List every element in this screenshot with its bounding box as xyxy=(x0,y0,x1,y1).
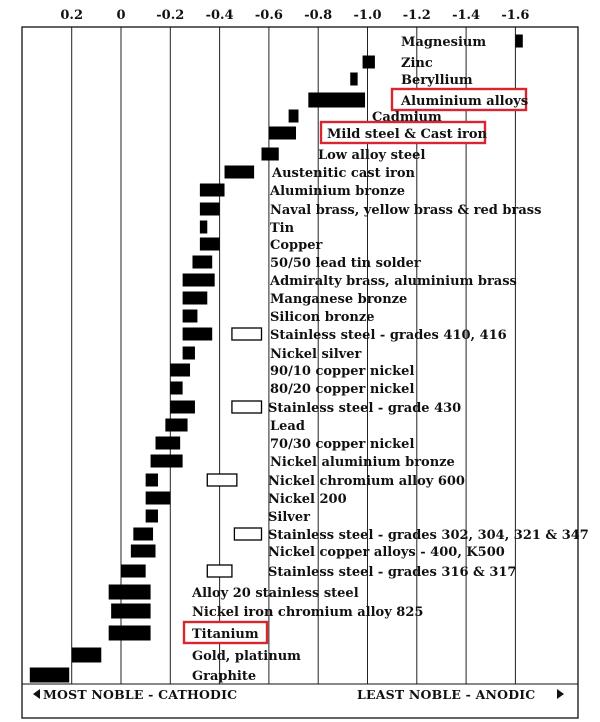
tick-label: -0.8 xyxy=(304,8,332,23)
range-bar xyxy=(224,165,255,179)
material-label: Alloy 20 stainless steel xyxy=(191,586,359,601)
range-bar xyxy=(111,603,151,619)
range-bar xyxy=(182,309,198,323)
range-bar xyxy=(145,473,158,487)
range-bar xyxy=(308,92,366,108)
range-bar xyxy=(133,527,154,541)
footer-right: LEAST NOBLE - ANODIC xyxy=(357,687,564,702)
tick-label: -1.6 xyxy=(501,8,529,23)
material-label: 90/10 copper nickel xyxy=(270,364,414,379)
range-bar xyxy=(268,126,297,140)
material-label: Graphite xyxy=(192,669,256,684)
material-label: Gold, platinum xyxy=(192,649,301,664)
range-bar xyxy=(145,509,158,523)
footer-right-label: LEAST NOBLE - ANODIC xyxy=(357,687,535,702)
tick-label: -1.2 xyxy=(403,8,431,23)
arrow-right-icon xyxy=(557,689,564,699)
material-label: Tin xyxy=(270,221,295,236)
range-bar xyxy=(199,220,208,234)
material-label: Copper xyxy=(270,238,322,253)
range-bar xyxy=(150,454,183,468)
material-label: Nickel copper alloys - 400, K500 xyxy=(268,545,505,560)
passive-range-bar xyxy=(231,327,263,341)
range-bar xyxy=(108,584,151,600)
highlight-box xyxy=(319,120,487,145)
tick-label: -0.2 xyxy=(156,8,184,23)
material-label: 80/20 copper nickel xyxy=(270,382,414,397)
footer-left: MOST NOBLE - CATHODIC xyxy=(33,687,237,702)
passive-range-bar xyxy=(231,400,263,414)
material-label: Stainless steel - grades 410, 416 xyxy=(270,328,507,343)
range-bar xyxy=(121,564,146,578)
material-label: Nickel aluminium bronze xyxy=(270,455,455,470)
range-bar xyxy=(165,418,188,432)
range-bar xyxy=(182,346,195,360)
material-label: Silver xyxy=(268,510,310,525)
passive-range-bar xyxy=(233,527,263,541)
range-bar xyxy=(192,255,213,269)
passive-range-bar xyxy=(206,564,233,578)
range-bar xyxy=(182,327,213,341)
range-bar xyxy=(108,625,151,641)
material-label: Nickel chromium alloy 600 xyxy=(268,474,465,489)
passive-range-bar xyxy=(206,473,238,487)
material-label: Nickel silver xyxy=(270,347,362,362)
highlight-box xyxy=(182,620,269,645)
range-bar xyxy=(199,183,225,197)
range-bar xyxy=(515,34,523,48)
plot-frame xyxy=(21,26,579,719)
material-label: Stainless steel - grades 316 & 317 xyxy=(268,565,516,580)
range-bar xyxy=(170,363,191,377)
range-bar xyxy=(288,109,299,123)
range-bar xyxy=(199,237,220,251)
tick-label: 0 xyxy=(116,8,125,23)
highlight-box xyxy=(390,87,528,112)
tick-label: -0.6 xyxy=(255,8,283,23)
x-axis-tick-labels: 0.2 0 -0.2 -0.4 -0.6 -0.8 -1.0 -1.2 -1.4 -1.6 xyxy=(60,8,529,23)
range-bar xyxy=(29,667,70,683)
material-label: Stainless steel - grade 430 xyxy=(268,401,461,416)
arrow-left-icon xyxy=(33,689,40,699)
material-label: Lead xyxy=(270,419,305,434)
material-label: Admiralty brass, aluminium brass xyxy=(269,274,517,289)
range-bar xyxy=(155,436,181,450)
material-label: Austenitic cast iron xyxy=(271,166,416,181)
range-bar xyxy=(170,381,183,395)
footer-left-label: MOST NOBLE - CATHODIC xyxy=(43,687,237,702)
tick-label: -1.0 xyxy=(353,8,381,23)
material-label: Nickel iron chromium alloy 825 xyxy=(192,605,423,620)
range-bar xyxy=(261,147,279,161)
range-bar xyxy=(199,202,220,216)
tick-label: -0.4 xyxy=(206,8,234,23)
material-label: Mild steel & Cast iron xyxy=(327,127,488,142)
material-label: Zinc xyxy=(401,56,433,71)
material-label: Magnesium xyxy=(401,35,486,50)
material-label: Stainless steel - grades 302, 304, 321 &… xyxy=(268,528,589,543)
material-label: Titanium xyxy=(192,627,259,642)
material-label: 70/30 copper nickel xyxy=(270,437,414,452)
tick-label: -1.4 xyxy=(452,8,480,23)
material-label: Nickel 200 xyxy=(268,492,347,507)
material-label: Aluminium alloys xyxy=(400,94,528,109)
range-bar xyxy=(182,291,208,305)
potential-range-bars xyxy=(29,34,523,683)
tick-label: 0.2 xyxy=(60,8,83,23)
material-label: Manganese bronze xyxy=(270,292,407,307)
material-label: Low alloy steel xyxy=(318,148,425,163)
range-bar xyxy=(182,273,215,287)
material-label: Beryllium xyxy=(401,73,473,88)
range-bar xyxy=(170,400,195,414)
range-bar xyxy=(362,55,375,69)
range-bar xyxy=(350,72,358,86)
material-label: Silicon bronze xyxy=(270,310,374,325)
range-bar xyxy=(145,491,171,505)
range-bar xyxy=(130,544,156,558)
range-bar xyxy=(71,647,102,663)
material-label: 50/50 lead tin solder xyxy=(270,256,421,271)
material-label: Naval brass, yellow brass & red brass xyxy=(270,203,541,218)
material-label: Aluminium bronze xyxy=(269,184,405,199)
